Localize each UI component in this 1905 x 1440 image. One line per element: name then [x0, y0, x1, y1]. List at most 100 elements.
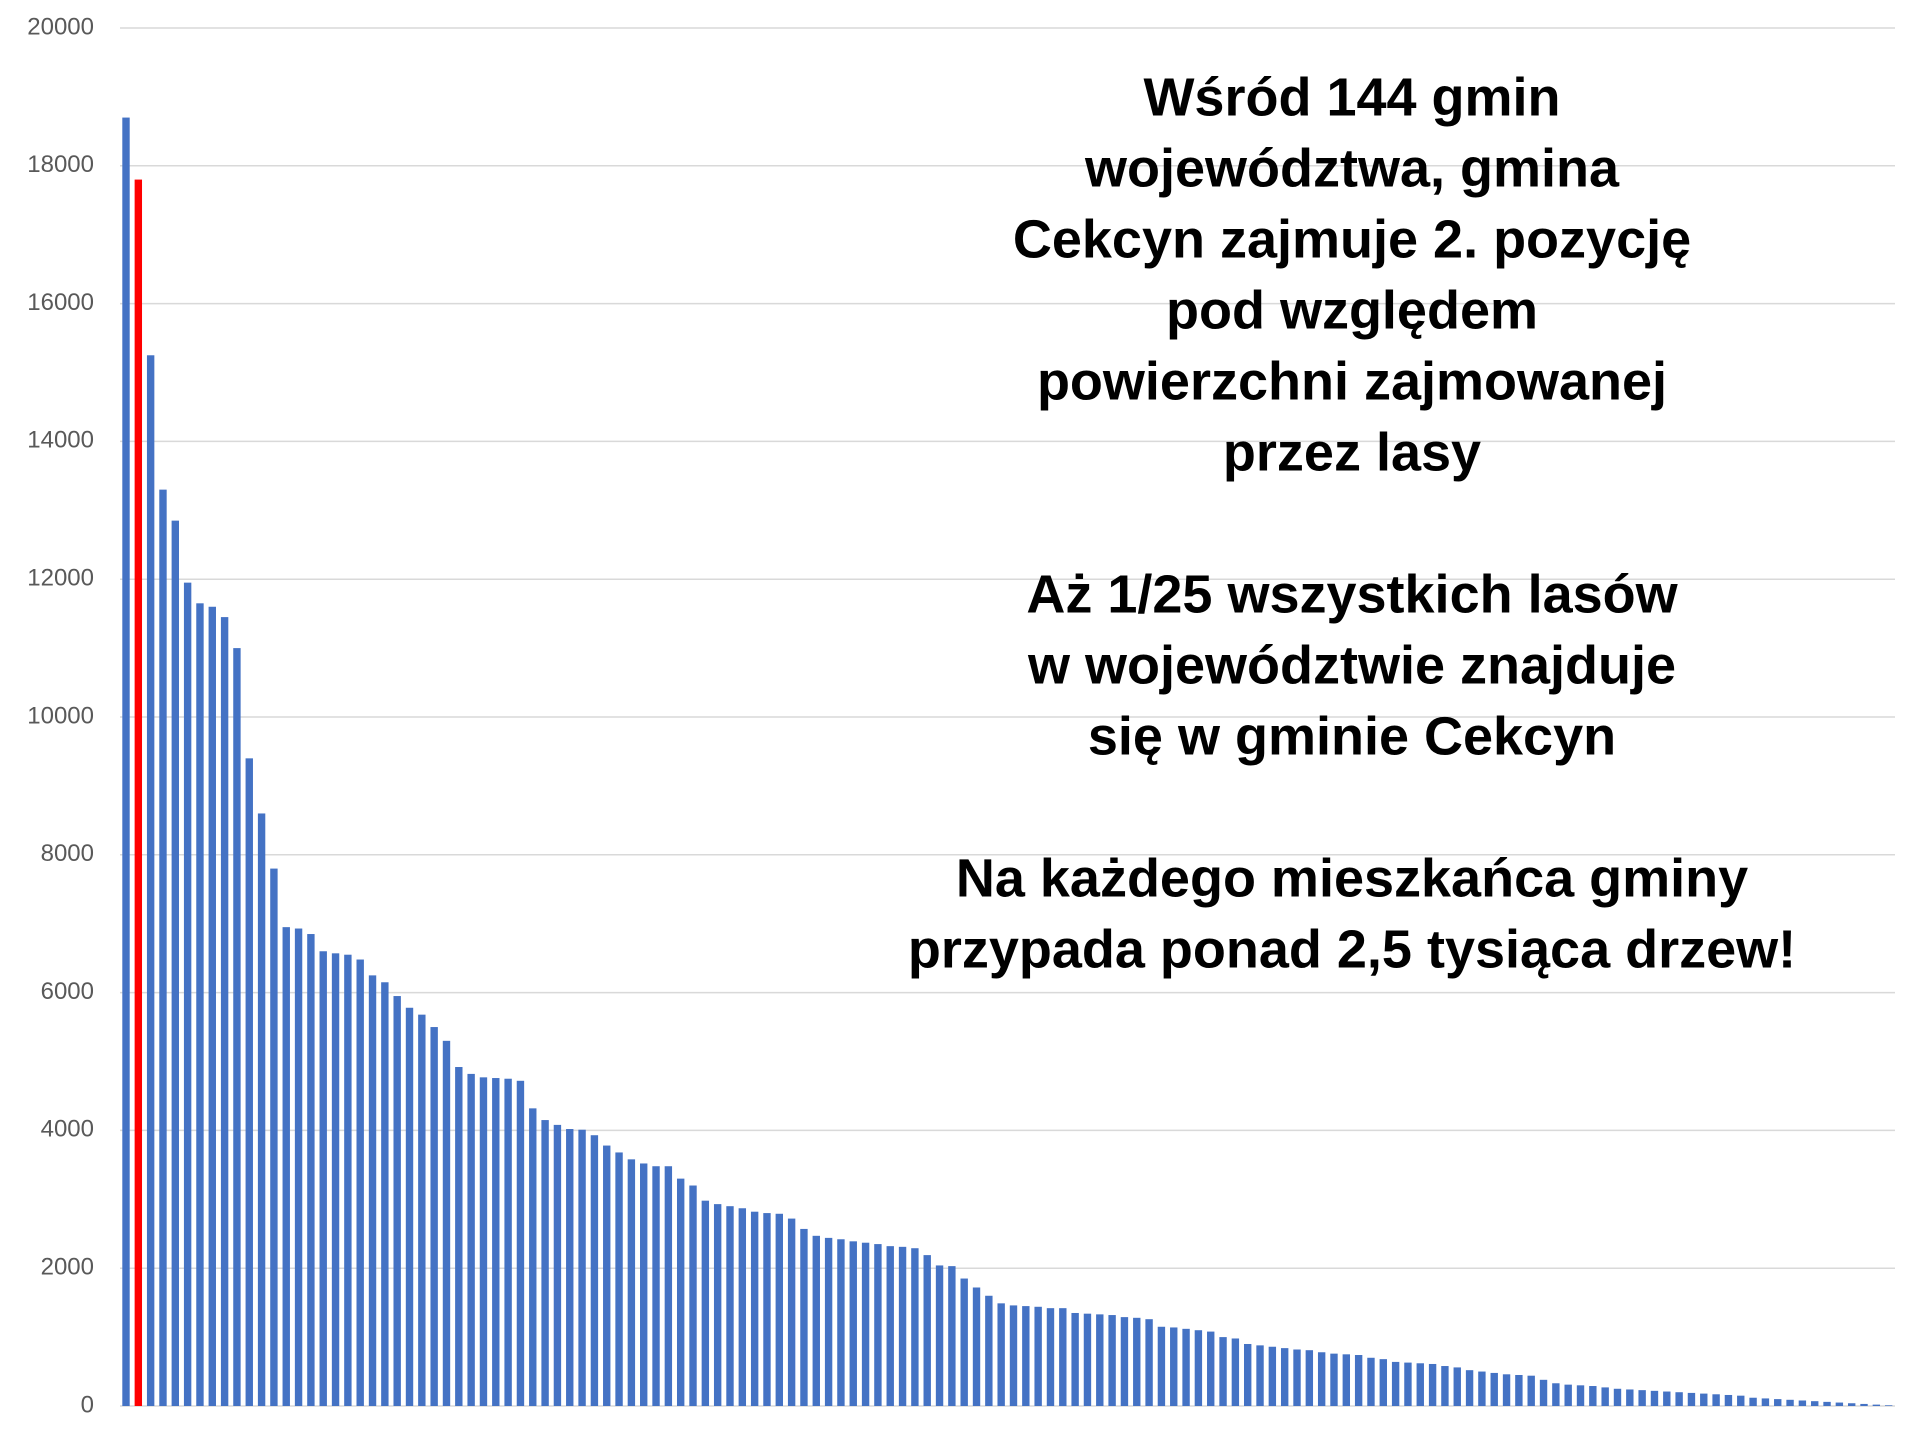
annotation-text: przypada ponad 2,5 tysiąca drzew! — [908, 919, 1796, 979]
bar — [726, 1206, 734, 1406]
bar — [898, 1246, 907, 1406]
bar — [467, 1073, 475, 1406]
y-tick-label: 8000 — [41, 840, 94, 867]
bar — [479, 1077, 488, 1406]
bar — [430, 1027, 438, 1406]
bar — [1465, 1370, 1474, 1406]
bar — [861, 1242, 870, 1406]
bar — [245, 758, 253, 1406]
annotation-text: Aż 1/25 wszystkich lasów — [1026, 564, 1678, 624]
bar — [1367, 1357, 1375, 1406]
bar — [566, 1129, 574, 1406]
bar — [935, 1265, 944, 1406]
bar — [233, 648, 241, 1406]
bar — [1354, 1355, 1363, 1406]
bar — [1157, 1326, 1166, 1406]
bar — [405, 1007, 414, 1406]
annotation-text: Wśród 144 gmin — [1143, 67, 1560, 127]
bar — [516, 1080, 525, 1406]
y-tick-label: 12000 — [27, 565, 94, 592]
bar — [590, 1135, 599, 1406]
bar — [270, 868, 278, 1406]
y-tick-label: 20000 — [27, 13, 94, 40]
bar — [1231, 1338, 1240, 1406]
bar — [1687, 1392, 1696, 1406]
bar — [911, 1248, 919, 1406]
bar — [183, 582, 192, 1406]
bar — [1539, 1379, 1548, 1406]
bar — [220, 617, 229, 1406]
bar — [1280, 1348, 1289, 1406]
bar — [923, 1255, 931, 1406]
bar — [1872, 1404, 1881, 1406]
bar — [1256, 1345, 1264, 1406]
bar — [1478, 1371, 1486, 1406]
bar — [442, 1040, 451, 1406]
bar — [1244, 1343, 1252, 1406]
bar — [824, 1237, 833, 1406]
bar — [196, 603, 204, 1406]
bar — [553, 1124, 562, 1406]
bar — [615, 1152, 623, 1406]
bar — [640, 1163, 648, 1406]
y-tick-label: 10000 — [27, 702, 94, 729]
bar — [1737, 1395, 1745, 1406]
bar — [652, 1166, 660, 1406]
bar — [1317, 1352, 1326, 1406]
bar — [578, 1129, 586, 1406]
bar — [1749, 1397, 1757, 1406]
y-tick-label: 0 — [81, 1391, 94, 1418]
bar — [381, 982, 389, 1406]
bar — [1330, 1353, 1338, 1406]
annotation-text: w województwie znajduje — [1027, 635, 1676, 695]
bar — [1502, 1374, 1511, 1406]
bar — [282, 927, 290, 1406]
annotation-text: się w gminie Cekcyn — [1088, 706, 1616, 766]
bar — [257, 813, 266, 1406]
bar — [1490, 1372, 1498, 1406]
bar — [627, 1159, 636, 1406]
bar — [307, 934, 315, 1406]
bar — [886, 1246, 894, 1406]
bar — [1059, 1308, 1067, 1406]
y-tick-label: 4000 — [41, 1116, 94, 1143]
bar — [1613, 1388, 1622, 1406]
bar — [849, 1241, 857, 1406]
bar — [1589, 1386, 1597, 1406]
bar — [750, 1211, 759, 1406]
bar — [837, 1239, 845, 1406]
bar — [393, 996, 401, 1406]
bar — [1207, 1331, 1215, 1406]
bar — [146, 355, 155, 1406]
bar — [676, 1178, 685, 1406]
bar — [208, 606, 216, 1406]
bar — [1650, 1390, 1659, 1406]
bar — [997, 1303, 1005, 1406]
bar — [1391, 1361, 1400, 1406]
bar — [159, 489, 167, 1406]
bar — [1293, 1349, 1301, 1406]
bar — [1675, 1392, 1683, 1406]
bar — [972, 1287, 981, 1406]
bar — [1404, 1362, 1412, 1406]
bar — [1170, 1327, 1178, 1406]
bar — [738, 1208, 747, 1406]
bar — [1884, 1405, 1893, 1406]
bar — [812, 1235, 820, 1406]
bar — [418, 1014, 426, 1406]
bar — [1712, 1394, 1720, 1406]
bar — [1761, 1398, 1770, 1406]
bar — [1096, 1314, 1104, 1406]
bar — [1416, 1363, 1424, 1406]
bar — [713, 1204, 722, 1406]
y-tick-label: 14000 — [27, 427, 94, 454]
bar — [504, 1078, 512, 1406]
bar — [1564, 1384, 1572, 1406]
bar — [1083, 1313, 1092, 1406]
bar — [603, 1145, 611, 1406]
bar — [1428, 1363, 1437, 1406]
bar — [1663, 1391, 1671, 1406]
bar — [1182, 1328, 1190, 1406]
